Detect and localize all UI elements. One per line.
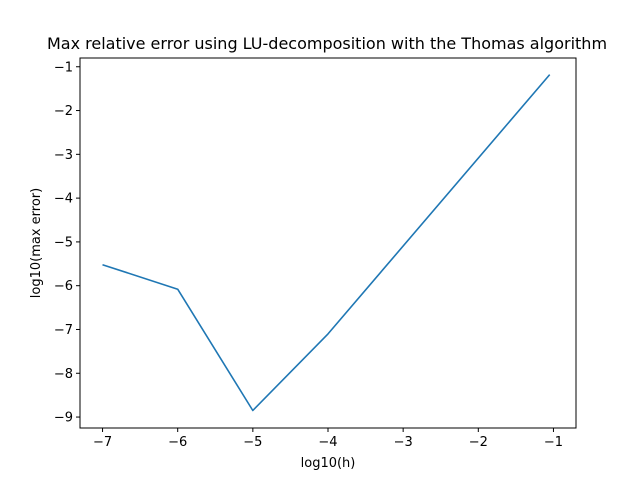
- y-tick-label: −6: [54, 279, 73, 294]
- x-tick-label: −2: [469, 435, 488, 450]
- x-tick-label: −1: [544, 435, 563, 450]
- x-tick-label: −4: [318, 435, 337, 450]
- x-axis: −7 −6 −5 −4 −3 −2 −1: [93, 428, 563, 450]
- x-tick-label: −5: [243, 435, 262, 450]
- series-line: [102, 74, 551, 412]
- y-axis: −9 −8 −7 −6 −5 −4 −3 −2 −1: [54, 60, 80, 426]
- y-tick-label: −7: [54, 323, 73, 338]
- y-tick-label: −2: [54, 104, 73, 119]
- chart-title: Max relative error using LU-decompositio…: [47, 34, 607, 53]
- y-tick-label: −9: [54, 411, 73, 426]
- y-tick-label: −8: [54, 367, 73, 382]
- series-layer: [102, 74, 551, 412]
- y-axis-label: log10(max error): [29, 188, 44, 298]
- y-tick-label: −3: [54, 148, 73, 163]
- x-axis-label: log10(h): [301, 456, 356, 471]
- y-tick-label: −5: [54, 235, 73, 250]
- x-tick-label: −6: [168, 435, 187, 450]
- plot-area-frame: [79, 57, 577, 429]
- x-tick-label: −7: [93, 435, 112, 450]
- x-tick-label: −3: [394, 435, 413, 450]
- y-tick-label: −4: [54, 192, 73, 207]
- y-tick-label: −1: [54, 60, 73, 75]
